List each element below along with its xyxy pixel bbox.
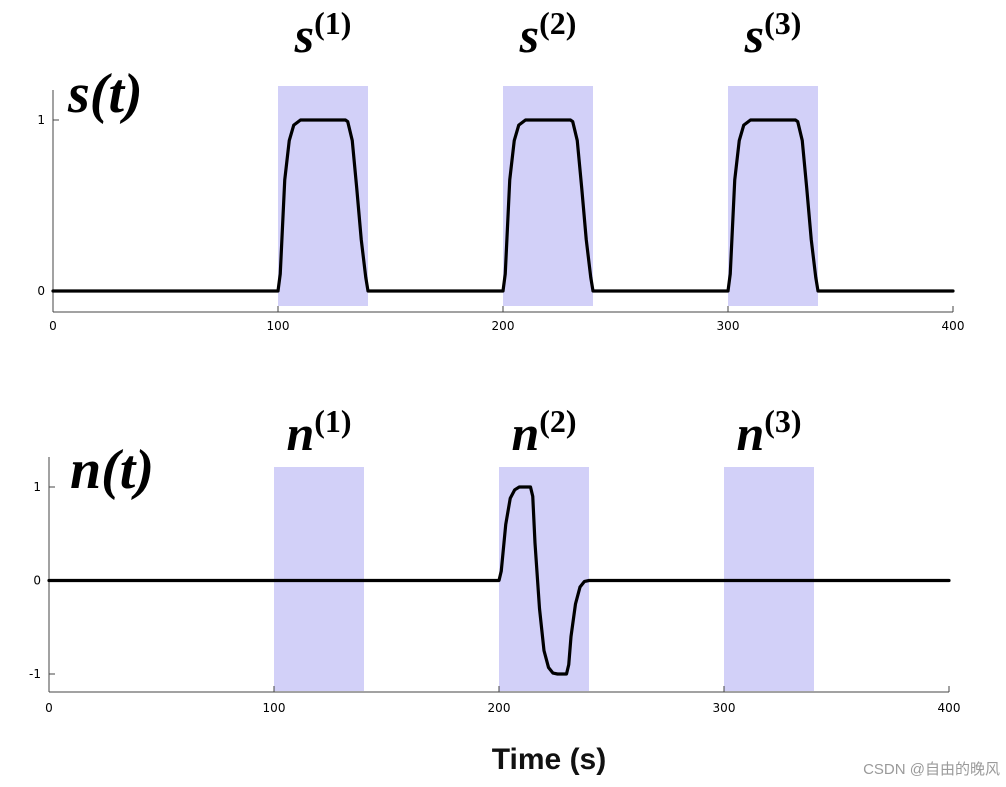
y-tick-label: 1 (37, 113, 45, 127)
chart-panel-1: s(1) s(2) s(3) 0 100 200 300 400 0 1 s(t) (37, 5, 964, 333)
y-axis-label: s(t) (67, 63, 143, 125)
y-tick-label: 0 (33, 574, 41, 588)
y-tick-label: 1 (33, 480, 41, 494)
x-axis-label: Time (s) (492, 743, 606, 776)
highlight-window-1 (278, 86, 368, 306)
x-tick-label: 400 (938, 701, 961, 715)
window-label-1: n(1) (286, 403, 351, 461)
y-axis-label: n(t) (70, 439, 154, 501)
window-label-3: n(3) (736, 403, 801, 461)
window-label-1: s(1) (294, 5, 352, 63)
x-tick-label: 300 (717, 319, 740, 333)
window-label-2: s(2) (519, 5, 577, 63)
window-label-3: s(3) (744, 5, 802, 63)
series-line-1 (47, 485, 951, 676)
window-label-2: n(2) (511, 403, 576, 461)
x-tick-label: 0 (45, 701, 53, 715)
x-tick-label: 300 (713, 701, 736, 715)
y-tick-label: -1 (29, 667, 41, 681)
x-tick-label: 100 (267, 319, 290, 333)
watermark: CSDN @自由的晚风 (863, 761, 1000, 778)
highlight-window-2 (503, 86, 593, 306)
x-tick-label: 200 (492, 319, 515, 333)
highlight-window-2 (499, 467, 589, 691)
chart-panel-2: n(1) n(2) n(3) 0 100 200 300 400 1 0 -1 n(t) Time (s… (29, 403, 960, 776)
x-tick-label: 0 (49, 319, 57, 333)
highlight-window-3 (728, 86, 818, 306)
x-tick-label: 200 (488, 701, 511, 715)
x-tick-label: 100 (263, 701, 286, 715)
x-tick-label: 400 (942, 319, 965, 333)
series-line-1 (51, 118, 955, 293)
y-tick-label: 0 (37, 284, 45, 298)
